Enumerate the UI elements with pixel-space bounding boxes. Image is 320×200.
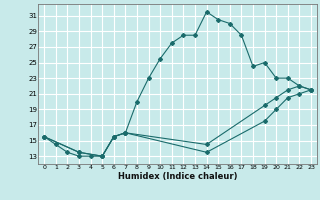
X-axis label: Humidex (Indice chaleur): Humidex (Indice chaleur) bbox=[118, 172, 237, 181]
